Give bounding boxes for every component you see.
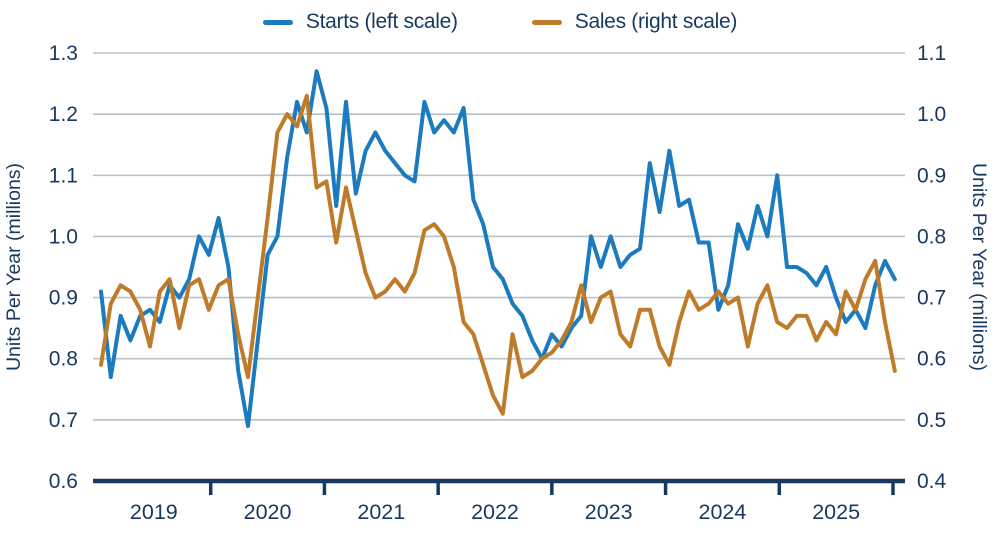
- right-axis-tick-label: 0.7: [917, 287, 946, 310]
- series-lines: [99, 69, 897, 428]
- left-axis-tick-label: 1.3: [49, 42, 78, 65]
- right-axis-tick-label: 0.8: [917, 225, 946, 248]
- chart-legend: Starts (left scale) Sales (right scale): [0, 0, 1000, 44]
- right-axis-tick-label: 0.6: [917, 348, 946, 371]
- left-axis-tick-label: 0.8: [49, 348, 78, 371]
- right-axis-tick-label: 1.0: [917, 103, 946, 126]
- sales-series-swatch: [531, 19, 562, 25]
- x-axis-year-label: 2022: [471, 500, 519, 524]
- starts-series-swatch: [262, 19, 293, 25]
- right-axis-tick-label: 0.5: [917, 409, 946, 432]
- right-axis-tick-label: 0.9: [917, 164, 946, 187]
- left-axis-tick-label: 1.2: [49, 103, 78, 126]
- left-axis-tick-label: 0.7: [49, 409, 78, 432]
- x-axis-year-label: 2019: [130, 500, 178, 524]
- x-axis-year-label: 2023: [585, 500, 633, 524]
- starts-line: [99, 69, 897, 428]
- left-axis-tick-label: 1.1: [49, 164, 78, 187]
- x-axis-year-label: 2025: [812, 500, 860, 524]
- right-axis-tick-label: 1.1: [917, 42, 946, 65]
- x-axis-year-label: 2021: [357, 500, 405, 524]
- sales-line: [99, 93, 897, 416]
- right-axis-title: Units Per Year (millions): [968, 163, 990, 371]
- left-axis-title: Units Per Year (millions): [3, 163, 25, 371]
- gridlines: [93, 52, 905, 421]
- axes: [93, 478, 905, 495]
- axis-tick-labels: 1.3 1.2 1.1 1.0 0.9 0.8 0.7 0.6 1.1 1.0 0.9 0.8 0.7 0…: [49, 42, 947, 524]
- left-axis-tick-label: 0.9: [49, 287, 78, 310]
- left-axis-tick-label: 1.0: [49, 225, 78, 248]
- x-axis-year-label: 2024: [699, 500, 747, 524]
- right-axis-tick-label: 0.4: [917, 470, 947, 493]
- legend-item-sales: Sales (right scale): [531, 10, 738, 34]
- legend-item-starts: Starts (left scale): [262, 10, 458, 34]
- left-axis-tick-label: 0.6: [49, 470, 78, 493]
- legend-label-sales: Sales (right scale): [574, 10, 738, 33]
- x-axis-year-label: 2020: [244, 500, 292, 524]
- legend-label-starts: Starts (left scale): [305, 10, 458, 33]
